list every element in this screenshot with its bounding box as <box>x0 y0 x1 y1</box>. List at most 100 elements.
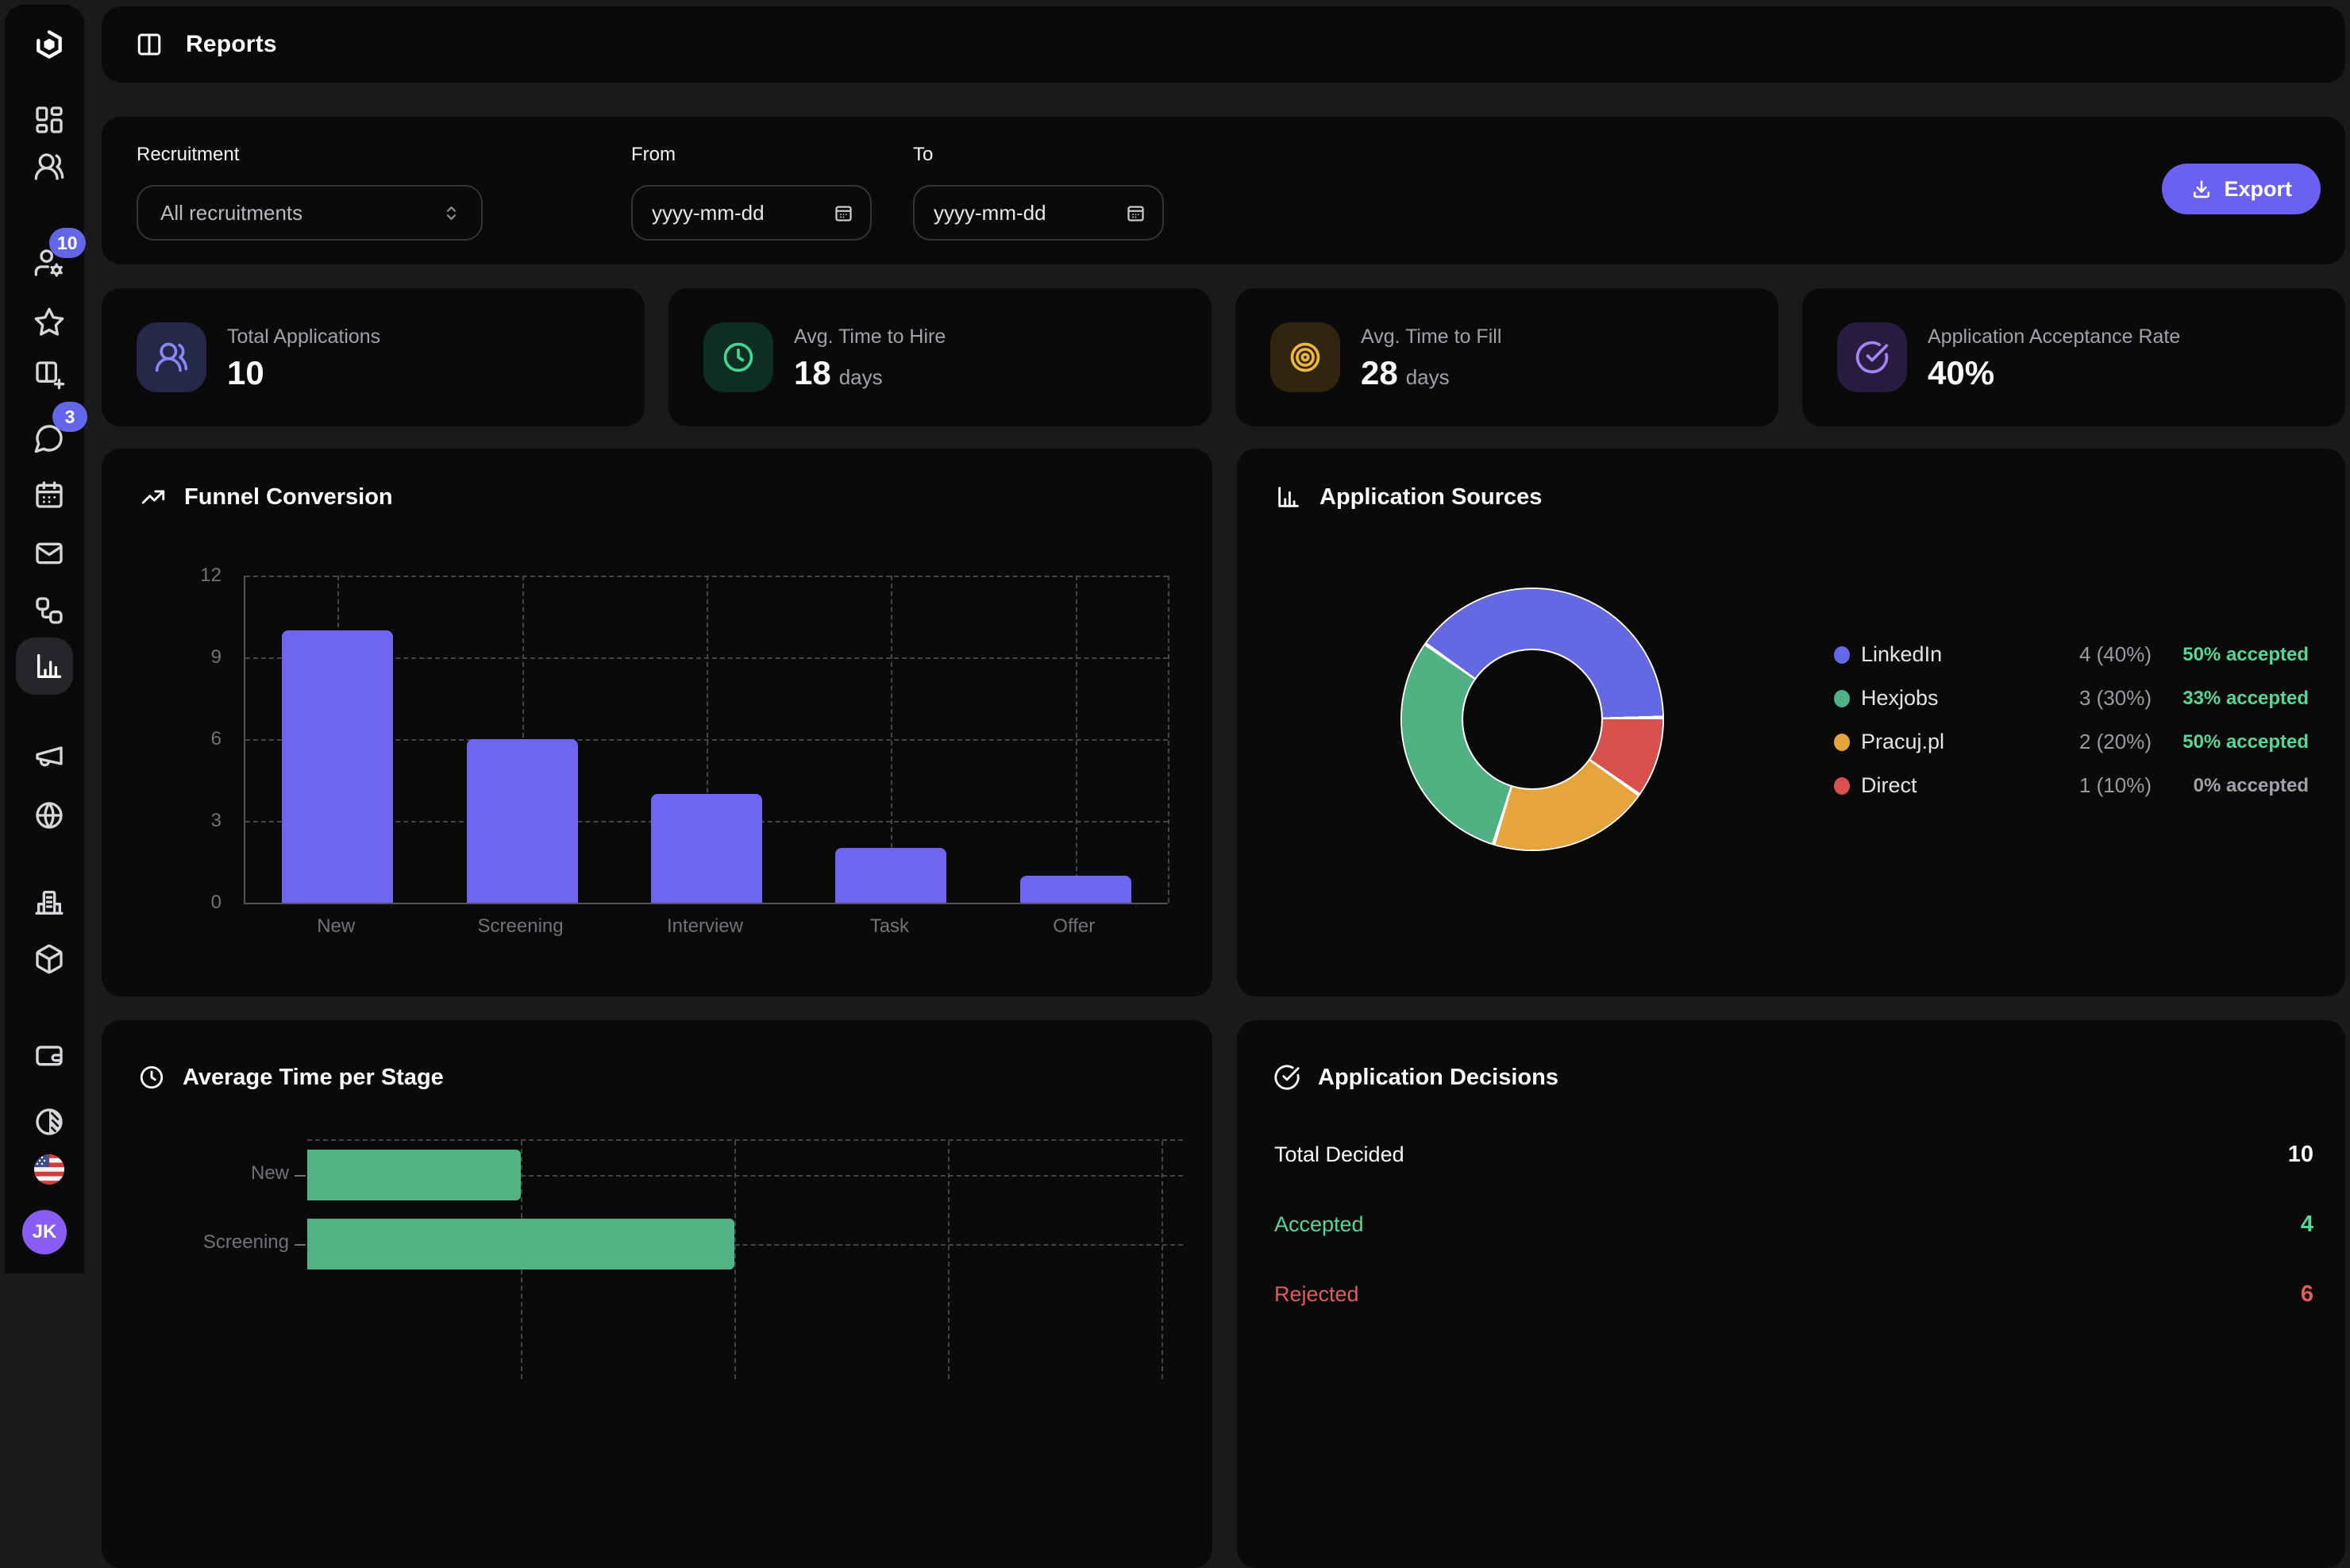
legend-source-name: Direct <box>1861 773 1917 797</box>
funnel-chart <box>244 576 1169 904</box>
average-time-per-stage-card: Average Time per Stage New Screening <box>102 1020 1212 1568</box>
y-category-label: New <box>250 1162 289 1184</box>
language-us-flag-icon[interactable] <box>33 1154 65 1185</box>
funnel-y-axis: 0 3 6 9 12 <box>177 564 233 913</box>
calendar-picker-icon[interactable] <box>833 202 854 224</box>
stat-total-applications: Total Applications 10 <box>102 288 645 426</box>
legend-source-name: Hexjobs <box>1861 686 1939 710</box>
bar-slot <box>799 576 983 903</box>
decision-value: 10 <box>2287 1141 2313 1167</box>
x-category-label: Interview <box>666 915 743 937</box>
workflow-icon[interactable] <box>33 595 65 626</box>
decision-value: 6 <box>2300 1281 2313 1307</box>
gridline-x <box>1075 576 1077 903</box>
decision-value: 4 <box>2300 1211 2313 1237</box>
export-button[interactable]: Export <box>2162 164 2321 214</box>
y-tick-label: 9 <box>210 646 222 668</box>
card-title: Funnel Conversion <box>140 483 393 510</box>
avg-time-chart <box>295 1139 1183 1379</box>
legend-count: 1 (10%) <box>2078 773 2152 797</box>
funnel-x-axis: New Screening Interview Task Offer <box>244 915 1166 938</box>
stats-row: Total Applications 10 Avg. Time to Hire … <box>102 288 2345 426</box>
calendar-icon[interactable] <box>33 479 65 510</box>
filter-bar: Recruitment From To All recruitments yyy… <box>102 117 2345 264</box>
user-avatar[interactable]: JK <box>22 1210 67 1254</box>
page-header: Reports <box>102 6 2345 83</box>
gridline-y <box>307 1244 1183 1246</box>
gridline-x-edge <box>1168 576 1169 903</box>
recruitments-badge: 10 <box>49 228 86 258</box>
legend-accepted-rate: 50% accepted <box>2182 643 2309 665</box>
y-axis-tick <box>295 1244 306 1246</box>
theme-contrast-icon[interactable] <box>33 1106 65 1138</box>
legend-source-name: LinkedIn <box>1861 642 1943 666</box>
stat-value: 10 <box>227 353 264 391</box>
legend-count: 3 (30%) <box>2078 686 2152 710</box>
stat-label: Total Applications <box>227 325 381 348</box>
from-label: From <box>631 144 676 165</box>
mail-icon[interactable] <box>33 537 65 569</box>
company-icon[interactable] <box>33 887 65 919</box>
decision-label: Total Decided <box>1274 1142 1404 1166</box>
gridline-x-4 <box>1162 1141 1164 1379</box>
packages-icon[interactable] <box>33 943 65 975</box>
stat-value: 40% <box>1928 353 1995 391</box>
calendar-picker-icon[interactable] <box>1125 202 1146 224</box>
stat-acceptance-rate: Application Acceptance Rate 40% <box>1802 288 2345 426</box>
avg-bar-screening <box>307 1219 735 1269</box>
export-button-label: Export <box>2224 176 2292 201</box>
decision-row: Accepted 4 <box>1274 1211 2313 1238</box>
clock-icon <box>140 1065 164 1089</box>
active-nav-highlight <box>16 638 73 695</box>
sources-donut-chart <box>1402 589 1662 849</box>
date-from-value: yyyy-mm-dd <box>652 200 765 225</box>
chat-badge: 3 <box>52 402 87 432</box>
campaigns-icon[interactable] <box>33 740 65 772</box>
favorites-icon[interactable] <box>33 306 65 338</box>
gridline-x <box>891 576 893 903</box>
recruitments-icon[interactable] <box>33 247 65 279</box>
recruitment-select[interactable]: All recruitments <box>137 185 483 241</box>
stat-label: Application Acceptance Rate <box>1928 325 2181 348</box>
bar-chart-icon <box>1278 487 1299 507</box>
funnel-bar-offer <box>1019 875 1131 903</box>
stat-avg-time-to-fill: Avg. Time to Fill 28 days <box>1235 288 1778 426</box>
dashboard-icon[interactable] <box>33 104 65 136</box>
board-add-icon[interactable] <box>33 359 65 391</box>
recruitment-select-value: All recruitments <box>160 200 303 225</box>
billing-icon[interactable] <box>33 1039 65 1071</box>
bar-slot <box>430 576 614 903</box>
card-title: Application Decisions <box>1273 1064 1558 1091</box>
chat-icon[interactable] <box>33 422 65 454</box>
candidates-icon[interactable] <box>33 151 65 183</box>
globe-icon[interactable] <box>33 799 65 831</box>
stat-suffix: days <box>1405 364 1450 389</box>
legend-source-name: Pracuj.pl <box>1861 730 1945 753</box>
date-to-input[interactable]: yyyy-mm-dd <box>913 185 1164 241</box>
stat-value: 18 <box>794 353 831 391</box>
stat-value: 28 <box>1361 353 1398 391</box>
y-category-label: Screening <box>202 1231 289 1253</box>
date-to-value: yyyy-mm-dd <box>934 200 1046 225</box>
y-axis-tick <box>295 1175 306 1177</box>
decision-label: Accepted <box>1274 1212 1364 1236</box>
circle-check-icon <box>1837 322 1907 392</box>
legend-row: Pracuj.pl 2 (20%) 50% accepted <box>1834 730 2309 753</box>
stat-avg-time-to-hire: Avg. Time to Hire 18 days <box>668 288 1212 426</box>
x-category-label: Screening <box>477 915 564 937</box>
trending-up-icon <box>141 490 165 504</box>
reports-icon[interactable] <box>33 650 65 682</box>
bar-slot <box>984 576 1168 903</box>
y-tick-label: 0 <box>210 892 222 913</box>
gridline-x <box>707 576 708 903</box>
legend-row: Direct 1 (10%) 0% accepted <box>1834 773 2309 797</box>
sidebar: 10 3 <box>5 5 87 1273</box>
app-logo-icon[interactable] <box>33 29 65 60</box>
download-icon <box>2194 180 2210 198</box>
legend-count: 2 (20%) <box>2078 730 2152 753</box>
date-from-input[interactable]: yyyy-mm-dd <box>631 185 872 241</box>
page-title: Reports <box>186 31 277 57</box>
legend-count: 4 (40%) <box>2078 642 2152 666</box>
sidebar-toggle-icon[interactable] <box>135 30 164 59</box>
legend-dot <box>1834 776 1850 795</box>
